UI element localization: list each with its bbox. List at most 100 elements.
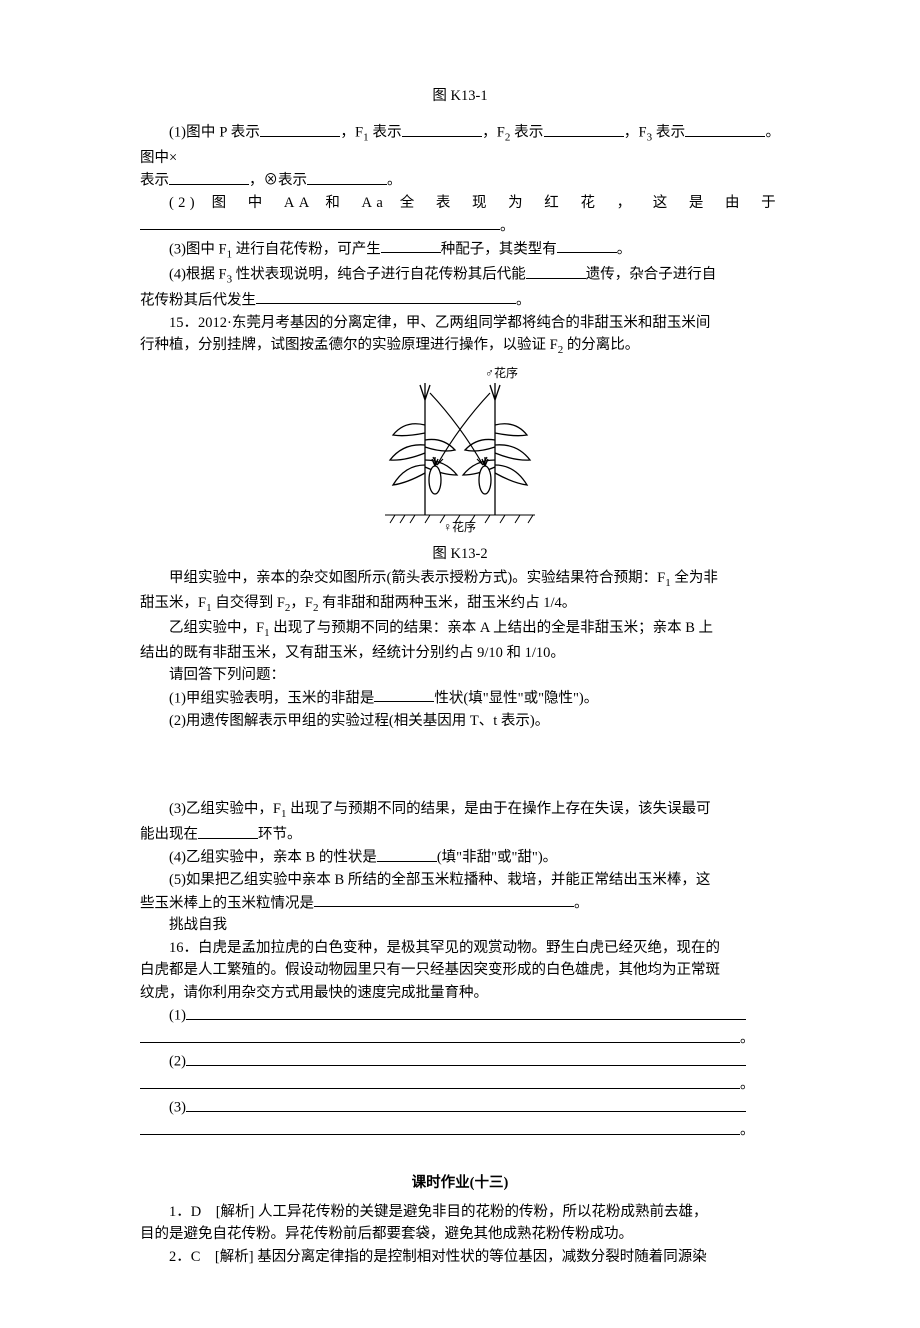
q16-line2: 白虎都是人工繁殖的。假设动物园里只有一只经基因突变形成的白色雄虎，其他均为正常斑: [140, 959, 780, 981]
q15-p2-line1: 乙组实验中，F1 出现了与预期不同的结果：亲本 A 上结出的全是非甜玉米；亲本 …: [140, 617, 780, 642]
text: 表示: [140, 173, 169, 189]
blank: [260, 121, 340, 137]
q14-4-line1: (4)根据 F3 性状表现说明，纯合子进行自花传粉其后代能遗传，杂合子进行自: [140, 263, 780, 288]
blank: [307, 169, 387, 185]
corn-diagram-svg: ♂花序: [375, 365, 545, 535]
text: ，F: [624, 125, 647, 141]
blank: [256, 289, 516, 305]
answer-2-line1: 2．C [解析] 基因分离定律指的是控制相对性状的等位基因，减数分裂时随着同源染: [140, 1246, 780, 1268]
text: 行种植，分别挂牌，试图按孟德尔的实验原理进行操作，以验证 F: [140, 337, 558, 353]
text: 。: [740, 1077, 755, 1093]
text: 出现了与预期不同的结果，是由于在操作上存在失误，该失误最可: [286, 801, 710, 817]
blank-space: [140, 732, 780, 798]
q15-p1-line1: 甲组实验中，亲本的杂交如图所示(箭头表示授粉方式)。实验结果符合预期：F1 全为…: [140, 567, 780, 592]
blank: [186, 1050, 746, 1066]
text: 。: [516, 292, 531, 308]
q14-2-line1: (2) 图 中 AA 和 Aa 全 表 现 为 红 花 ， 这 是 由 于: [140, 192, 780, 214]
text: ，⊗表示: [249, 173, 307, 189]
text: 全为非: [671, 570, 718, 586]
text: 能出现在: [140, 827, 198, 843]
blank: [140, 1027, 740, 1043]
text: 甲组实验中，亲本的杂交如图所示(箭头表示授粉方式)。实验结果符合预期：F: [169, 570, 665, 586]
text: 出现了与预期不同的结果：亲本 A 上结出的全是非甜玉米；亲本 B 上: [270, 620, 713, 636]
text: 表示: [652, 125, 685, 141]
figure-2-caption: 图 K13-2: [140, 543, 780, 565]
answer-1-line2: 目的是避免自花传粉。异花传粉前后都要套袋，避免其他成熟花粉传粉成功。: [140, 1223, 780, 1245]
male-label: ♂花序: [485, 365, 518, 380]
q16-2-line1: (2): [140, 1050, 780, 1073]
blank: [557, 238, 617, 254]
text: (1)甲组实验表明，玉米的非甜是: [169, 690, 374, 706]
q15-4: (4)乙组实验中，亲本 B 的性状是 (填"非甜"或"甜")。: [140, 846, 780, 869]
challenge-heading: 挑战自我: [140, 914, 780, 936]
q15-2: (2)用遗传图解表示甲组的实验过程(相关基因用 T、t 表示)。: [140, 710, 780, 732]
text: ，F: [290, 595, 313, 611]
female-label: ♀花序: [443, 519, 476, 534]
text: 。: [574, 895, 589, 911]
figure-1-caption: 图 K13-1: [140, 85, 780, 107]
blank: [402, 121, 482, 137]
q15-5-line1: (5)如果把乙组实验中亲本 B 所结的全部玉米粒播种、栽培，并能正常结出玉米棒，…: [140, 869, 780, 891]
text: 性状(填"显性"或"隐性")。: [434, 690, 598, 706]
text: (4)根据 F: [169, 267, 227, 283]
blank: [140, 1073, 740, 1089]
text: 。: [740, 1123, 755, 1139]
homework-title: 课时作业(十三): [140, 1172, 780, 1194]
q16-3-line2: 。: [140, 1119, 780, 1142]
q16-2-line2: 。: [140, 1073, 780, 1096]
q15-5-line2: 些玉米棒上的玉米粒情况是。: [140, 892, 780, 915]
blank: [381, 238, 441, 254]
blank: [186, 1004, 746, 1020]
text: 。: [617, 241, 632, 257]
text: ，F: [340, 125, 363, 141]
text: 遗传，杂合子进行自: [586, 267, 717, 283]
figure-2: ♂花序: [140, 365, 780, 565]
q16-3-line1: (3): [140, 1096, 780, 1119]
text: (1): [169, 1008, 186, 1024]
text: (4)乙组实验中，亲本 B 的性状是: [169, 850, 377, 866]
blank: [140, 215, 500, 231]
text: 种配子，其类型有: [441, 241, 557, 257]
text: 进行自花传粉，可产生: [232, 241, 381, 257]
text: 乙组实验中，F: [169, 620, 264, 636]
blank: [526, 263, 586, 279]
q16-1-line1: (1): [140, 1004, 780, 1027]
blank: [374, 687, 434, 703]
text: 。: [740, 1031, 755, 1047]
text: (填"非甜"或"甜")。: [437, 850, 557, 866]
text: 。: [500, 218, 515, 234]
q14-1-line1: (1)图中 P 表示，F1 表示，F2 表示，F3 表示。图中×: [140, 121, 780, 169]
text: 。: [387, 173, 402, 189]
answer-1-line1: 1．D [解析] 人工异花传粉的关键是避免非目的花粉的传粉，所以花粉成熟前去雄，: [140, 1201, 780, 1223]
q15-3-line1: (3)乙组实验中，F1 出现了与预期不同的结果，是由于在操作上存在失误，该失误最…: [140, 798, 780, 823]
q15-intro-line2: 行种植，分别挂牌，试图按孟德尔的实验原理进行操作，以验证 F2 的分离比。: [140, 334, 780, 359]
q14-4-line2: 花传粉其后代发生 。: [140, 289, 780, 312]
q15-1: (1)甲组实验表明，玉米的非甜是 性状(填"显性"或"隐性")。: [140, 687, 780, 710]
q15-p1-line2: 甜玉米，F1 自交得到 F2，F2 有非甜和甜两种玉米，甜玉米约占 1/4。: [140, 592, 780, 617]
q16-line1: 16．白虎是孟加拉虎的白色变种，是极其罕见的观赏动物。野生白虎已经灭绝，现在的: [140, 937, 780, 959]
text: (3)乙组实验中，F: [169, 801, 281, 817]
q15-intro-line1: 15．2012·东莞月考基因的分离定律，甲、乙两组同学都将纯合的非甜玉米和甜玉米…: [140, 312, 780, 334]
q15-3-line2: 能出现在 环节。: [140, 823, 780, 846]
text: 有非甜和甜两种玉米，甜玉米约占 1/4。: [318, 595, 576, 611]
text: 性状表现说明，纯合子进行自花传粉其后代能: [232, 267, 526, 283]
blank: [377, 846, 437, 862]
text: 的分离比。: [563, 337, 639, 353]
q14-2-line2: 。: [140, 215, 780, 238]
blank: [186, 1096, 746, 1112]
text: 环节。: [258, 827, 302, 843]
text: 表示: [510, 125, 543, 141]
q15-p2-line2: 结出的既有非甜玉米，又有甜玉米，经统计分别约占 9/10 和 1/10。: [140, 642, 780, 664]
text: 甜玉米，F: [140, 595, 206, 611]
text: (3)图中 F: [169, 241, 227, 257]
text: 自交得到 F: [212, 595, 285, 611]
q14-1-line2: 表示 ，⊗表示 。: [140, 169, 780, 192]
blank: [198, 823, 258, 839]
text: 表示: [369, 125, 402, 141]
text: ，F: [482, 125, 505, 141]
q14-3: (3)图中 F1 进行自花传粉，可产生种配子，其类型有。: [140, 238, 780, 263]
blank: [685, 121, 765, 137]
blank: [544, 121, 624, 137]
text: (2): [169, 1054, 186, 1070]
text: 花传粉其后代发生: [140, 292, 256, 308]
